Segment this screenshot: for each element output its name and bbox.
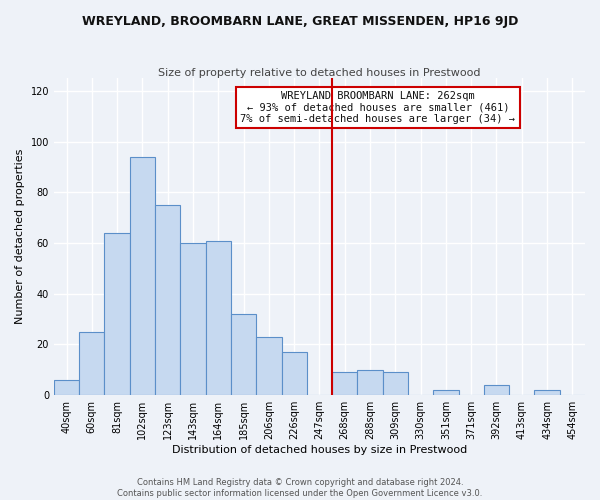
Text: Contains HM Land Registry data © Crown copyright and database right 2024.
Contai: Contains HM Land Registry data © Crown c… <box>118 478 482 498</box>
Bar <box>484 385 509 395</box>
Bar <box>281 352 307 395</box>
Bar <box>181 243 206 395</box>
Bar <box>332 372 358 395</box>
Bar <box>54 380 79 395</box>
Title: Size of property relative to detached houses in Prestwood: Size of property relative to detached ho… <box>158 68 481 78</box>
X-axis label: Distribution of detached houses by size in Prestwood: Distribution of detached houses by size … <box>172 445 467 455</box>
Bar <box>383 372 408 395</box>
Bar <box>433 390 458 395</box>
Bar <box>206 240 231 395</box>
Bar <box>155 205 181 395</box>
Bar <box>130 157 155 395</box>
Bar <box>535 390 560 395</box>
Bar <box>256 337 281 395</box>
Bar <box>231 314 256 395</box>
Text: WREYLAND, BROOMBARN LANE, GREAT MISSENDEN, HP16 9JD: WREYLAND, BROOMBARN LANE, GREAT MISSENDE… <box>82 15 518 28</box>
Y-axis label: Number of detached properties: Number of detached properties <box>15 149 25 324</box>
Bar <box>104 233 130 395</box>
Text: WREYLAND BROOMBARN LANE: 262sqm
← 93% of detached houses are smaller (461)
7% of: WREYLAND BROOMBARN LANE: 262sqm ← 93% of… <box>241 91 515 124</box>
Bar <box>358 370 383 395</box>
Bar <box>79 332 104 395</box>
